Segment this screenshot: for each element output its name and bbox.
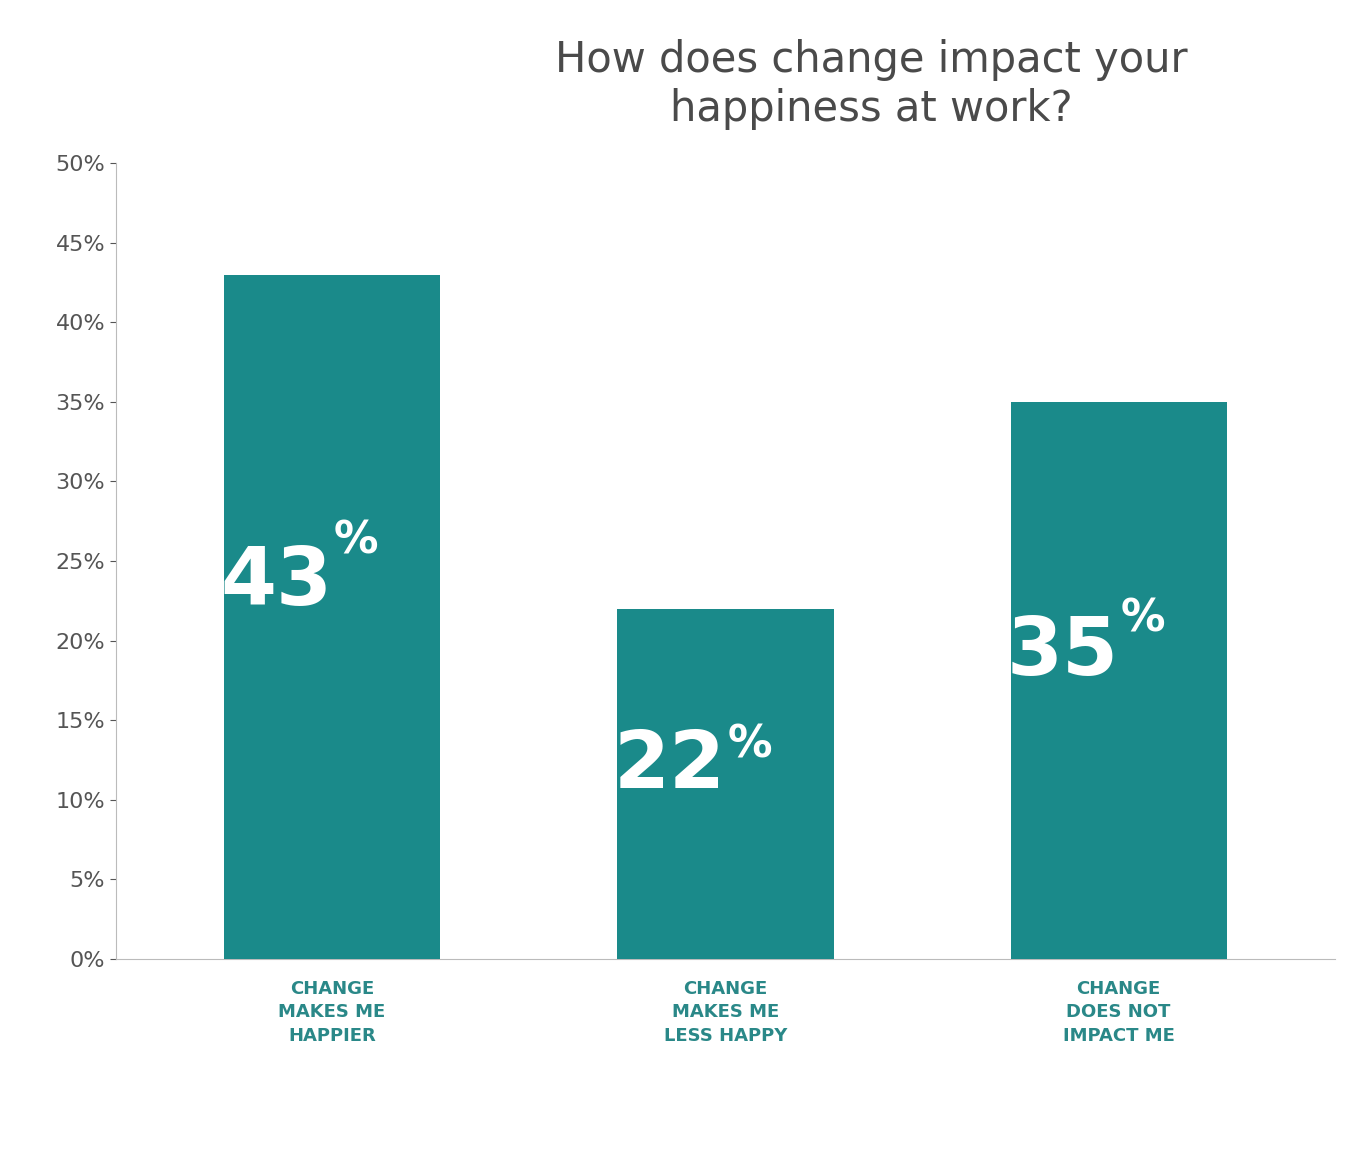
Text: %: % [1120,598,1165,641]
Bar [1011,402,1227,958]
Title: How does change impact your
happiness at work?: How does change impact your happiness at… [555,39,1188,129]
Text: 35: 35 [1007,614,1119,691]
Text: %: % [728,723,772,767]
Text: 22: 22 [613,727,725,805]
Text: 43: 43 [220,544,332,621]
Bar [224,274,440,958]
Bar [617,608,833,958]
Text: %: % [333,520,378,563]
